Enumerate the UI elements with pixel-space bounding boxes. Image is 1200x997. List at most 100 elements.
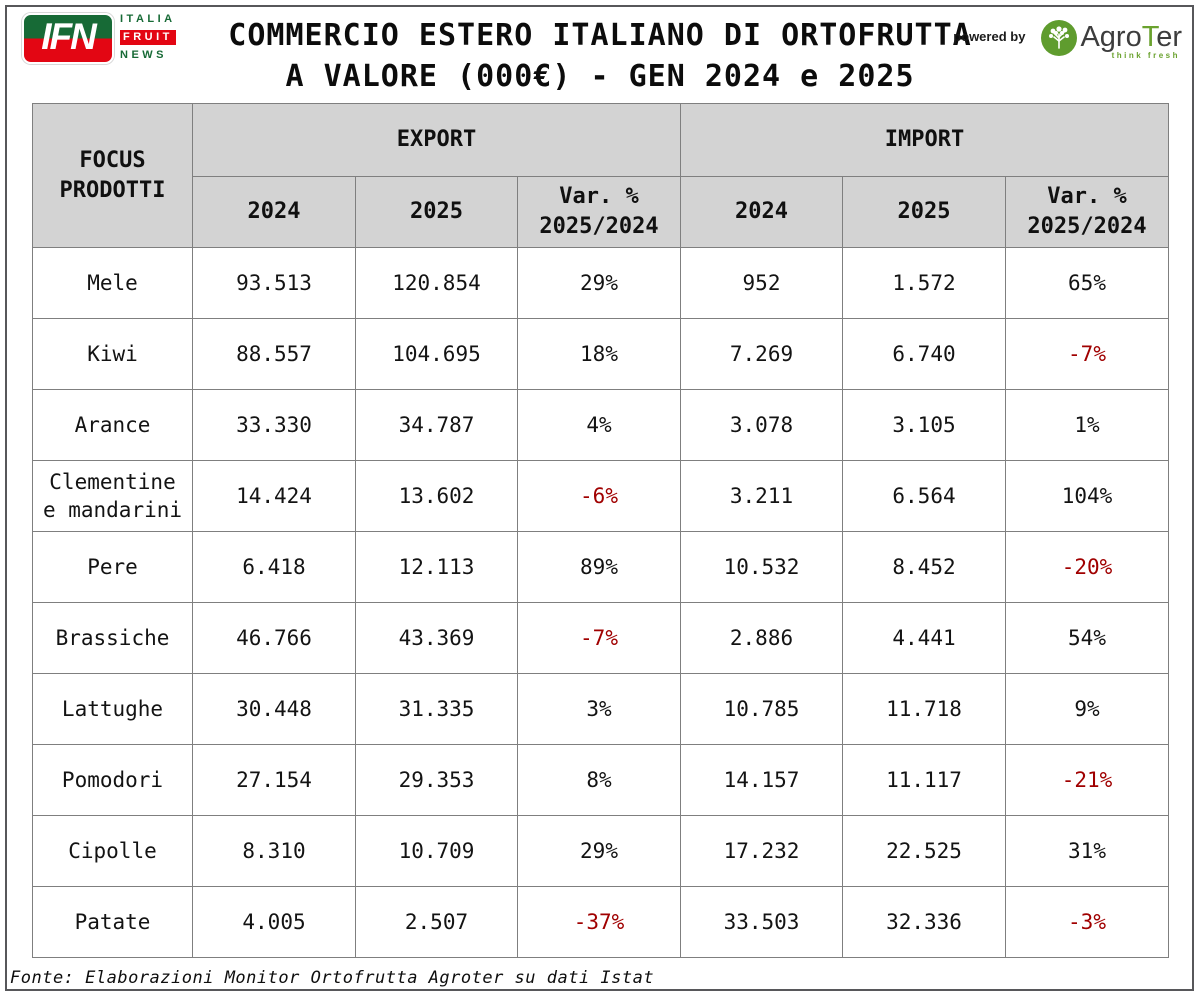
page-title-line2: A VALORE (000€) - GEN 2024 e 2025 [285, 59, 915, 94]
product-cell: Arance [32, 389, 193, 461]
import-2025-header: 2025 [842, 176, 1006, 248]
table-row: Clementine e mandarini 14.424 13.602 -6% 3.2… [32, 460, 1169, 532]
value-cell: -21% [1005, 744, 1169, 816]
table-row: Kiwi 88.557 104.695 18% 7.269 6.740 -7% [32, 318, 1169, 390]
product-cell: Clementine e mandarini [32, 460, 193, 532]
value-cell: 27.154 [192, 744, 356, 816]
table-row: Pomodori 27.154 29.353 8% 14.157 11.117 -21% [32, 744, 1169, 816]
value-cell: 54% [1005, 602, 1169, 674]
value-cell: 6.564 [842, 460, 1006, 532]
value-cell: 18% [517, 318, 681, 390]
corner-header-focus-prodotti: FOCUS PRODOTTI [32, 103, 193, 248]
ifn-letters: IFN [41, 15, 97, 57]
table-row: Pere 6.418 12.113 89% 10.532 8.452 -20% [32, 531, 1169, 603]
value-cell: 3% [517, 673, 681, 745]
ifn-word-italia: ITALIA [120, 13, 176, 25]
ifn-word-news: NEWS [120, 49, 167, 61]
page-title: COMMERCIO ESTERO ITALIANO DI ORTOFRUTTA … [170, 15, 1030, 97]
value-cell: 43.369 [355, 602, 518, 674]
value-cell: 104% [1005, 460, 1169, 532]
value-cell: 22.525 [842, 815, 1006, 887]
page-title-line1: COMMERCIO ESTERO ITALIANO DI ORTOFRUTTA [228, 18, 972, 53]
source-note: Fonte: Elaborazioni Monitor Ortofrutta A… [10, 968, 655, 988]
ifn-wordmark: ITALIA FRUIT NEWS [120, 13, 176, 62]
value-cell: 31.335 [355, 673, 518, 745]
table-row: Lattughe 30.448 31.335 3% 10.785 11.718 9% [32, 673, 1169, 745]
value-cell: 13.602 [355, 460, 518, 532]
value-cell: -20% [1005, 531, 1169, 603]
value-cell: 29.353 [355, 744, 518, 816]
value-cell: 1.572 [842, 247, 1006, 319]
ifn-word-fruit: FRUIT [120, 30, 176, 45]
value-cell: 3.078 [680, 389, 843, 461]
table-row: Mele 93.513 120.854 29% 952 1.572 65% [32, 247, 1169, 319]
ifn-logo: IFN ITALIA FRUIT NEWS [22, 13, 176, 64]
value-cell: 14.424 [192, 460, 356, 532]
agroter-logo: AgroTer think fresh [1041, 20, 1182, 60]
value-cell: 11.117 [842, 744, 1006, 816]
value-cell: -7% [517, 602, 681, 674]
ifn-badge-icon: IFN [22, 13, 114, 64]
product-cell: Lattughe [32, 673, 193, 745]
value-cell: 11.718 [842, 673, 1006, 745]
value-cell: 89% [517, 531, 681, 603]
value-cell: 1% [1005, 389, 1169, 461]
value-cell: 10.709 [355, 815, 518, 887]
table-header: FOCUS PRODOTTI EXPORT IMPORT 2024 2025 V… [32, 103, 1169, 248]
value-cell: 12.113 [355, 531, 518, 603]
value-cell: 33.330 [192, 389, 356, 461]
value-cell: 8.452 [842, 531, 1006, 603]
agroter-name-t: T [1141, 21, 1157, 53]
group-header-import: IMPORT [680, 103, 1169, 177]
import-2024-header: 2024 [680, 176, 843, 248]
value-cell: 2.886 [680, 602, 843, 674]
value-cell: 30.448 [192, 673, 356, 745]
value-cell: 14.157 [680, 744, 843, 816]
value-cell: 9% [1005, 673, 1169, 745]
table-row: Brassiche 46.766 43.369 -7% 2.886 4.441 54% [32, 602, 1169, 674]
value-cell: -37% [517, 886, 681, 958]
value-cell: -3% [1005, 886, 1169, 958]
agroter-tagline: think fresh [1111, 51, 1180, 60]
product-cell: Patate [32, 886, 193, 958]
value-cell: 93.513 [192, 247, 356, 319]
table-row: Cipolle 8.310 10.709 29% 17.232 22.525 31% [32, 815, 1169, 887]
table-row: Patate 4.005 2.507 -37% 33.503 32.336 -3% [32, 886, 1169, 958]
value-cell: 4.441 [842, 602, 1006, 674]
table-row: Arance 33.330 34.787 4% 3.078 3.105 1% [32, 389, 1169, 461]
value-cell: 952 [680, 247, 843, 319]
value-cell: -6% [517, 460, 681, 532]
value-cell: 6.418 [192, 531, 356, 603]
value-cell: 7.269 [680, 318, 843, 390]
value-cell: 46.766 [192, 602, 356, 674]
value-cell: 34.787 [355, 389, 518, 461]
value-cell: 8% [517, 744, 681, 816]
value-cell: 8.310 [192, 815, 356, 887]
value-cell: 10.785 [680, 673, 843, 745]
group-header-export: EXPORT [192, 103, 681, 177]
value-cell: 31% [1005, 815, 1169, 887]
agroter-name-er: er [1156, 21, 1182, 53]
agroter-name: AgroTer [1080, 20, 1182, 54]
value-cell: 2.507 [355, 886, 518, 958]
product-cell: Pere [32, 531, 193, 603]
value-cell: 104.695 [355, 318, 518, 390]
product-cell: Brassiche [32, 602, 193, 674]
import-var-header: Var. % 2025/2024 [1005, 176, 1169, 248]
export-var-header: Var. % 2025/2024 [517, 176, 681, 248]
value-cell: 32.336 [842, 886, 1006, 958]
tree-icon [1041, 20, 1078, 56]
value-cell: 4% [517, 389, 681, 461]
export-2024-header: 2024 [192, 176, 356, 248]
table-body: Mele 93.513 120.854 29% 952 1.572 65% Kiwi 88.55… [32, 247, 1169, 958]
agroter-block: powered by [953, 20, 1182, 60]
value-cell: 6.740 [842, 318, 1006, 390]
value-cell: -7% [1005, 318, 1169, 390]
value-cell: 4.005 [192, 886, 356, 958]
product-cell: Kiwi [32, 318, 193, 390]
product-cell: Pomodori [32, 744, 193, 816]
agroter-name-agro: Agro [1080, 21, 1142, 53]
export-2025-header: 2025 [355, 176, 518, 248]
value-cell: 88.557 [192, 318, 356, 390]
powered-by-label: powered by [953, 29, 1026, 44]
